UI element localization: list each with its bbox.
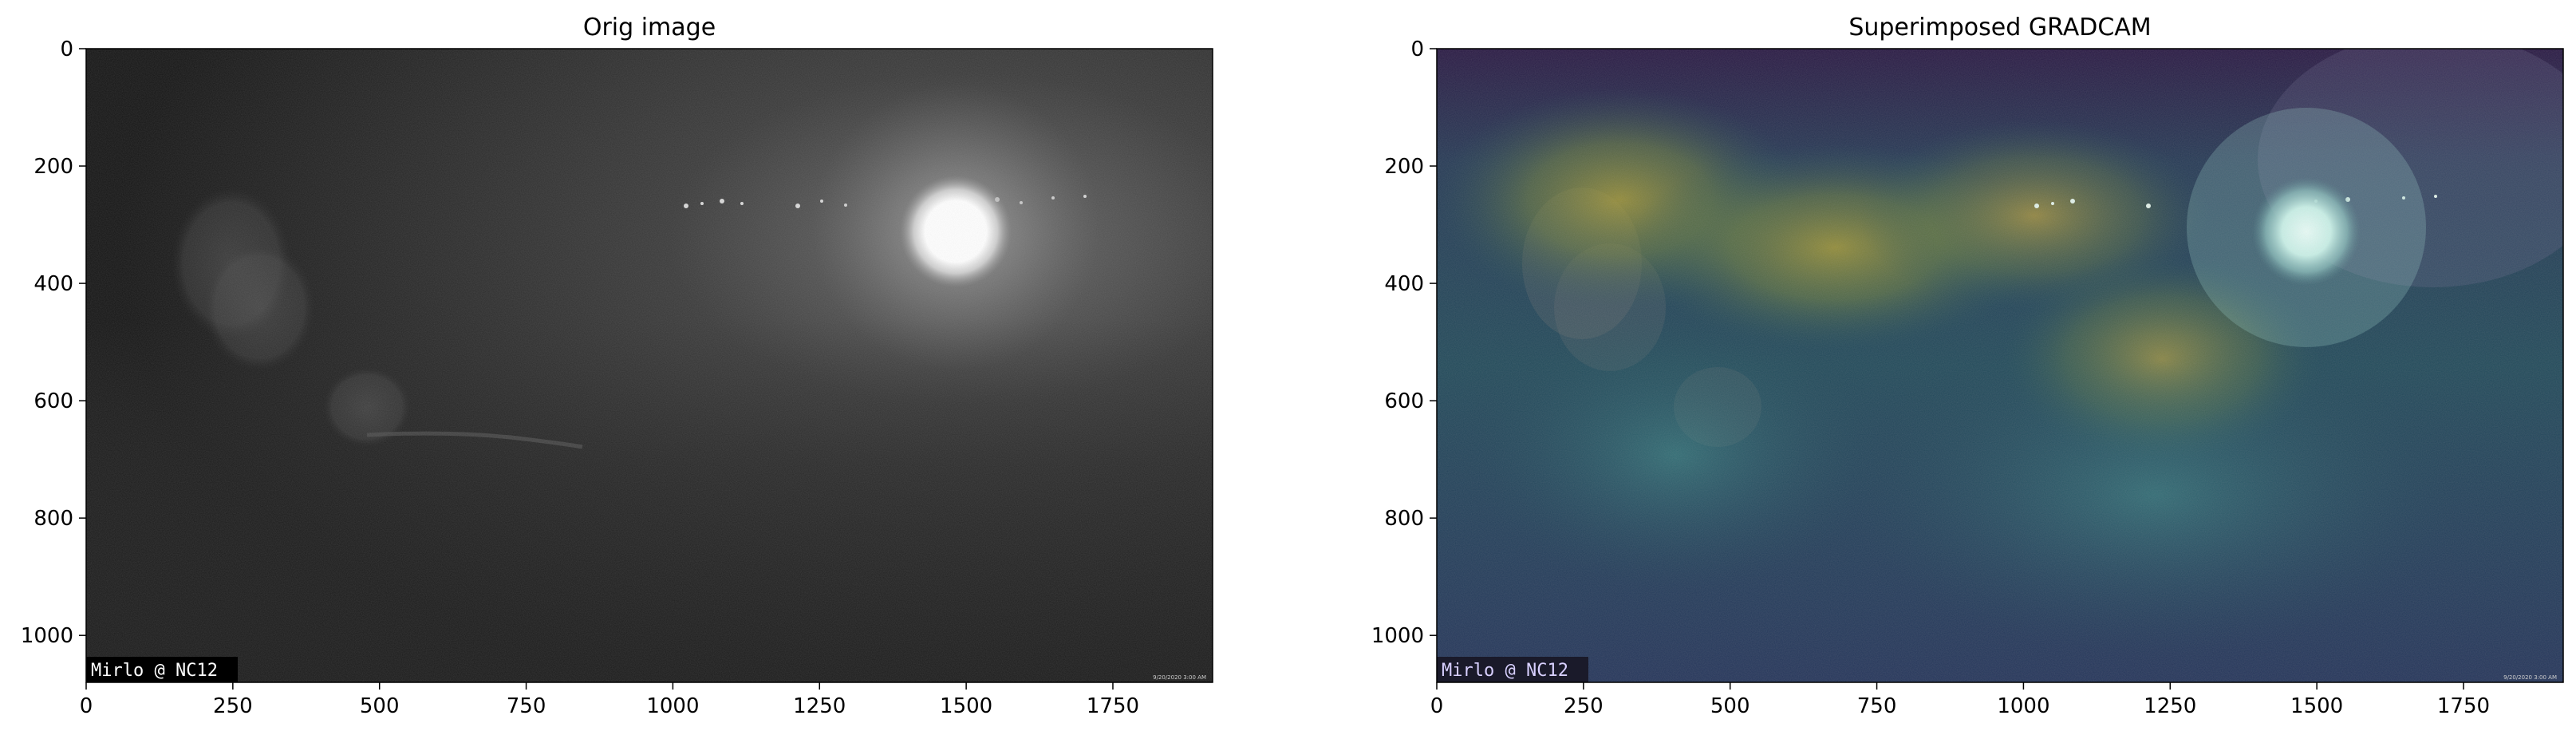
x-tick-label: 0 [1430,694,1444,718]
x-tick-label: 1750 [2437,694,2490,718]
x-tick-label: 1500 [2290,694,2343,718]
x-tick-label: 500 [360,694,400,718]
y-tick-label: 200 [1384,155,1424,179]
x-tick-label: 1500 [940,694,992,718]
axes-frame [1436,48,2564,683]
y-tick-label: 600 [1384,389,1424,413]
x-tick-label: 1000 [1997,694,2049,718]
x-tick-label: 1750 [1087,694,1139,718]
watermark-text: Mirlo @ NC12 [1442,661,1568,681]
y-tick-label: 0 [60,38,73,61]
orig-image: Mirlo @ NC12 9/20/2020 3:00 AM [86,49,1213,682]
y-axis: 0 200 400 600 800 1000 [1371,38,1437,648]
y-tick-label: 800 [34,507,73,531]
y-tick-label: 1000 [21,624,73,648]
x-axis: 0 250 500 750 1000 1250 1500 1750 [1430,682,2490,718]
y-tick-label: 0 [1410,38,1424,61]
y-tick-label: 1000 [1371,624,1424,648]
x-tick-label: 250 [1564,694,1604,718]
x-tick-label: 1250 [793,694,846,718]
gradcam-image: Mirlo @ NC12 9/20/2020 3:00 AM [1437,49,2563,682]
y-tick-label: 200 [34,155,73,179]
watermark-text: Mirlo @ NC12 [91,661,218,681]
y-axis: 0 200 400 600 800 1000 [21,38,86,648]
y-tick-label: 400 [34,272,73,296]
timestamp-text: 9/20/2020 3:00 AM [1153,674,1206,681]
x-tick-label: 1000 [646,694,699,718]
y-tick-label: 400 [1384,272,1424,296]
x-tick-label: 0 [80,694,93,718]
x-tick-label: 250 [213,694,253,718]
x-tick-label: 750 [1857,694,1897,718]
y-tick-label: 600 [34,389,73,413]
x-axis: 0 250 500 750 1000 1250 1500 1750 [80,682,1139,718]
timestamp-text: 9/20/2020 3:00 AM [2503,674,2557,681]
axes-frame [85,48,1213,683]
panel-title: Superimposed GRADCAM [1848,14,2151,41]
panel-gradcam: Superimposed GRADCAM [1371,14,2564,718]
panel-orig: Orig image Mirlo @ NC12 9/2 [21,14,1213,718]
y-tick-label: 800 [1384,507,1424,531]
x-tick-label: 500 [1710,694,1750,718]
panel-title: Orig image [583,14,716,41]
x-tick-label: 1250 [2144,694,2196,718]
x-tick-label: 750 [507,694,546,718]
